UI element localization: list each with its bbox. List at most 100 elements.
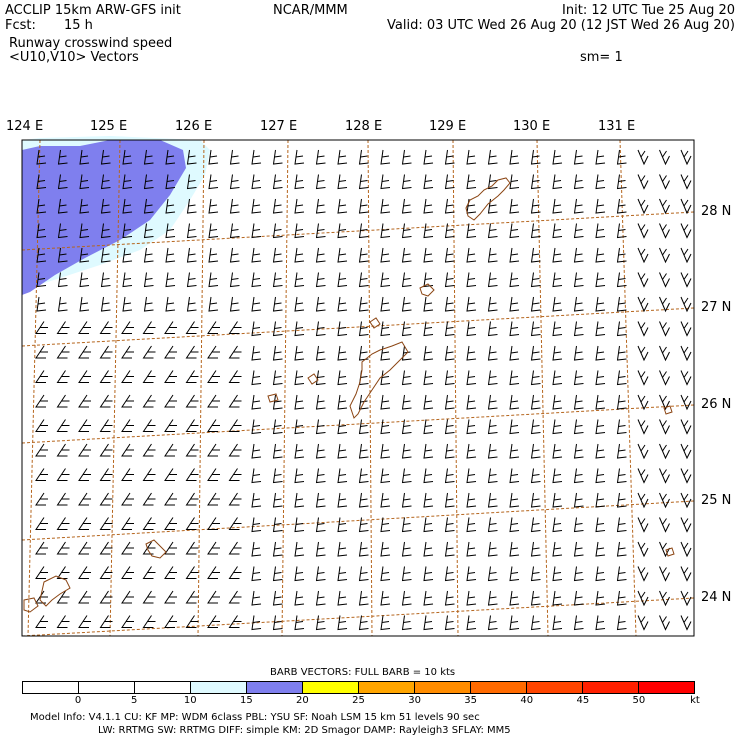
wind-barb bbox=[358, 247, 369, 263]
wind-barb bbox=[228, 419, 242, 432]
wind-barb bbox=[616, 517, 627, 533]
legend-tick-label: 30 bbox=[408, 695, 421, 706]
wind-barb bbox=[100, 149, 111, 165]
wind-barb bbox=[56, 370, 70, 383]
wind-barb bbox=[487, 443, 498, 459]
wind-barb bbox=[573, 492, 584, 508]
wind-barb bbox=[337, 443, 348, 459]
lon-line bbox=[536, 139, 549, 637]
wind-barb bbox=[294, 419, 305, 435]
wind-barb bbox=[251, 517, 262, 533]
wind-barb bbox=[272, 321, 283, 337]
lat-label: 28 N bbox=[701, 204, 732, 219]
wind-barb bbox=[595, 321, 606, 337]
wind-barb bbox=[595, 468, 606, 484]
wind-barb bbox=[380, 149, 391, 165]
product-title: ACCLIP 15km ARW-GFS init bbox=[5, 3, 181, 18]
wind-barb bbox=[380, 370, 391, 386]
wind-barb bbox=[380, 615, 391, 631]
wind-barb bbox=[573, 419, 584, 435]
wind-barb bbox=[294, 492, 305, 508]
wind-barb bbox=[143, 296, 154, 312]
lon-line bbox=[109, 139, 121, 637]
wind-barb bbox=[444, 615, 455, 631]
wind-barb bbox=[121, 321, 134, 334]
wind-barb bbox=[509, 247, 520, 263]
wind-barb bbox=[616, 149, 627, 165]
wind-barb bbox=[487, 149, 498, 165]
wind-barb bbox=[315, 198, 326, 214]
wind-barb bbox=[680, 394, 692, 411]
wind-barb bbox=[56, 321, 70, 334]
wind-barb bbox=[616, 590, 627, 606]
wind-barb bbox=[165, 247, 176, 263]
forecast-hour-label: Fcst: bbox=[5, 18, 36, 33]
wind-barb bbox=[186, 223, 197, 239]
wind-barb bbox=[552, 468, 563, 484]
wind-barb bbox=[466, 198, 477, 214]
wind-barb bbox=[444, 321, 455, 337]
wind-barb bbox=[142, 443, 156, 457]
wind-barb bbox=[228, 517, 242, 530]
wind-barb bbox=[444, 296, 455, 312]
wind-barb bbox=[380, 492, 391, 508]
wind-barb bbox=[530, 615, 541, 631]
wind-barb bbox=[509, 272, 520, 288]
wind-barb bbox=[251, 247, 262, 263]
wind-barb bbox=[121, 566, 134, 579]
wind-barb bbox=[164, 468, 177, 481]
wind-barb bbox=[35, 345, 48, 359]
wind-barb bbox=[358, 517, 369, 533]
wind-barb bbox=[99, 615, 113, 628]
wind-barb bbox=[228, 541, 242, 555]
wind-barb bbox=[185, 370, 199, 383]
wind-barb bbox=[637, 174, 649, 190]
wind-barb bbox=[595, 296, 606, 312]
wind-barb bbox=[552, 174, 563, 190]
wind-barb bbox=[79, 149, 90, 165]
wind-barb bbox=[616, 198, 627, 214]
wind-barb bbox=[401, 321, 412, 337]
wind-barb bbox=[616, 394, 627, 410]
wind-barb bbox=[337, 566, 348, 582]
wind-barb bbox=[272, 394, 283, 410]
wind-barb bbox=[100, 247, 111, 263]
lat-line bbox=[21, 404, 695, 444]
wind-barb bbox=[315, 492, 326, 508]
wind-barb bbox=[401, 443, 412, 459]
wind-barb bbox=[423, 590, 434, 606]
wind-barb bbox=[401, 541, 412, 557]
wind-barb bbox=[143, 272, 154, 288]
wind-barb bbox=[466, 223, 477, 239]
wind-barb bbox=[487, 517, 498, 533]
wind-barb bbox=[315, 394, 326, 410]
wind-barb bbox=[466, 590, 477, 606]
wind-barb bbox=[637, 517, 649, 533]
wind-barb bbox=[595, 541, 606, 557]
wind-barb bbox=[122, 149, 133, 165]
wind-barb bbox=[57, 272, 68, 288]
wind-barb bbox=[552, 247, 563, 263]
wind-barb bbox=[637, 198, 649, 215]
lat-line bbox=[21, 500, 695, 541]
wind-barb bbox=[616, 272, 627, 288]
wind-barb bbox=[78, 443, 91, 457]
wind-barb bbox=[595, 566, 606, 582]
wind-barb bbox=[595, 492, 606, 508]
wind-barb bbox=[573, 247, 584, 263]
wind-barb bbox=[487, 615, 498, 631]
wind-barb bbox=[509, 590, 520, 606]
wind-barb bbox=[337, 174, 348, 190]
wind-barb bbox=[380, 590, 391, 606]
wind-barb bbox=[401, 468, 412, 484]
wind-barb bbox=[401, 149, 412, 165]
wind-barb bbox=[337, 321, 348, 337]
wind-barb bbox=[78, 590, 91, 604]
color-legend-bar bbox=[22, 681, 695, 694]
wind-barb bbox=[79, 247, 90, 263]
wind-barb bbox=[573, 566, 584, 582]
wind-barb bbox=[185, 541, 199, 555]
wind-barb bbox=[315, 590, 326, 606]
wind-barb bbox=[358, 223, 369, 239]
wind-barb bbox=[99, 590, 113, 604]
